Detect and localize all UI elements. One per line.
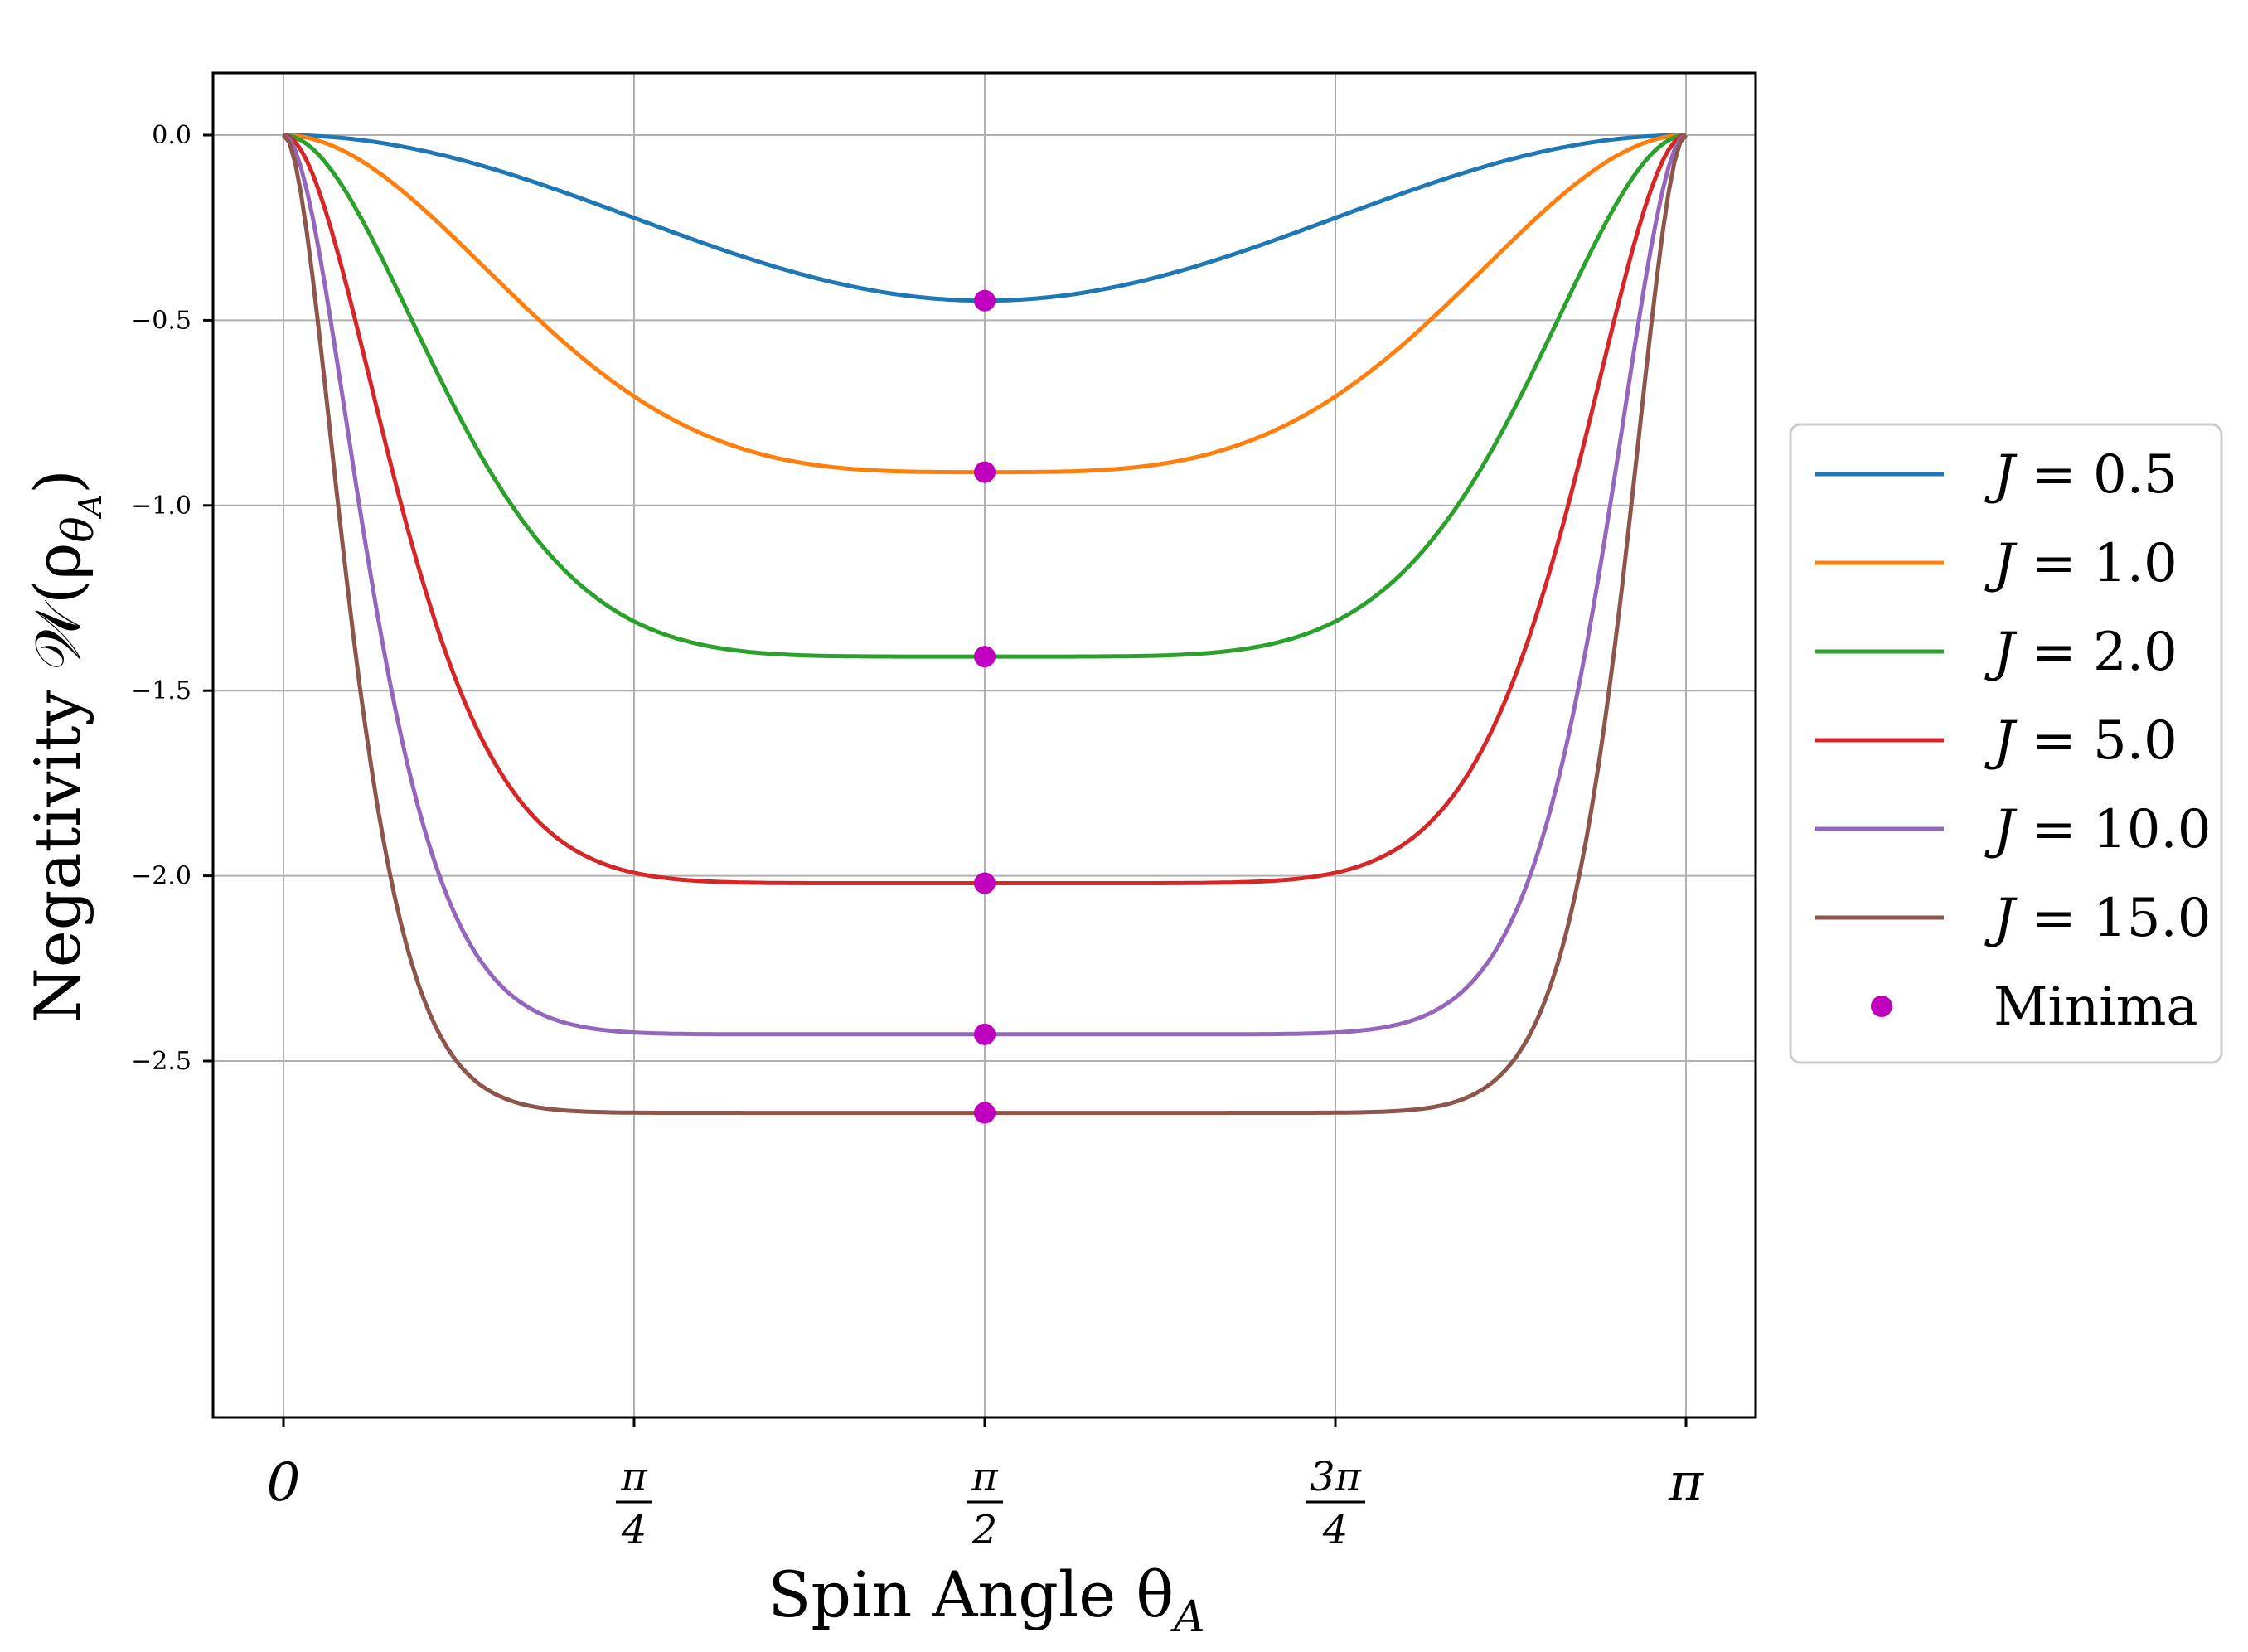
minimum-marker bbox=[974, 872, 996, 894]
x-tick-denominator: 4 bbox=[1322, 1507, 1349, 1553]
legend-label: J = 5.0 bbox=[1984, 710, 2178, 772]
y-tick-label: −1.0 bbox=[131, 492, 191, 521]
x-tick-label: 0 bbox=[267, 1452, 301, 1514]
x-tick-numerator: π bbox=[971, 1454, 999, 1500]
legend-label: Minima bbox=[1994, 976, 2198, 1038]
y-tick-label: −2.5 bbox=[131, 1047, 191, 1076]
legend-label: J = 1.0 bbox=[1984, 533, 2178, 594]
minimum-marker bbox=[974, 1102, 996, 1124]
x-tick-numerator: 3π bbox=[1310, 1454, 1363, 1500]
minimum-marker bbox=[974, 1023, 996, 1045]
y-tick-label: −0.5 bbox=[131, 306, 191, 335]
y-tick-label: −1.5 bbox=[131, 676, 191, 705]
x-tick-denominator: 4 bbox=[621, 1507, 647, 1553]
x-tick-numerator: π bbox=[620, 1454, 648, 1500]
y-tick-label: 0.0 bbox=[152, 121, 191, 150]
x-tick-label: π bbox=[1668, 1452, 1704, 1514]
y-axis-ticks: 0.0 −0.5 −1.0 −1.5 −2.0 −2.5 bbox=[131, 121, 213, 1076]
legend-label: J = 15.0 bbox=[1984, 888, 2211, 949]
y-tick-label: −2.0 bbox=[131, 862, 191, 891]
legend-label: J = 0.5 bbox=[1984, 444, 2178, 506]
minimum-marker bbox=[974, 646, 996, 668]
legend-minima-swatch bbox=[1871, 996, 1892, 1017]
x-axis-label: Spin Angle θA bbox=[768, 1558, 1204, 1642]
minima-markers bbox=[974, 289, 996, 1124]
grid bbox=[213, 73, 1756, 1417]
x-tick-denominator: 2 bbox=[971, 1507, 998, 1553]
x-axis-ticks: 0 π 4 π 2 3π 4 π bbox=[267, 1417, 1704, 1553]
y-axis-label: Negativity 𝒲(ρθA) bbox=[21, 469, 109, 1023]
legend: J = 0.5 J = 1.0 J = 2.0 J = 5.0 J = 10.0 J = … bbox=[1789, 423, 2223, 1064]
minimum-marker bbox=[974, 461, 996, 483]
legend-label: J = 10.0 bbox=[1984, 799, 2211, 860]
legend-label: J = 2.0 bbox=[1984, 622, 2178, 683]
minimum-marker bbox=[974, 289, 996, 312]
legend-box bbox=[1789, 423, 2223, 1064]
